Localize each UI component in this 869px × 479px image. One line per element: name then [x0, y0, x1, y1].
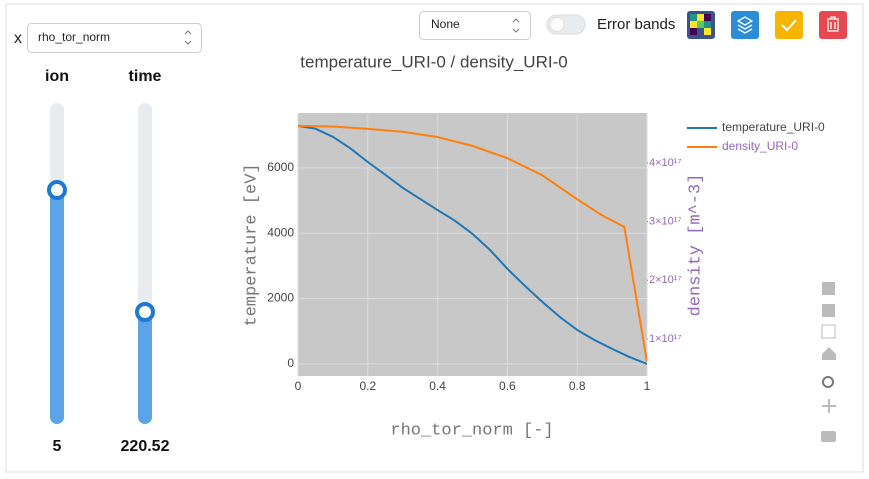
y2-tick-label: 1×10¹⁷	[649, 333, 681, 345]
y-tick-label: 2000	[267, 291, 294, 305]
slider-thumb[interactable]	[47, 180, 67, 200]
slider-fill	[138, 312, 152, 424]
zoom[interactable]	[822, 376, 834, 388]
reset[interactable]	[822, 347, 836, 360]
pan[interactable]	[822, 399, 836, 413]
autoscale[interactable]	[821, 324, 836, 339]
x-select-text: rho_tor_norm	[38, 30, 110, 44]
x-tick-label: 0.4	[429, 379, 446, 393]
zoom-in[interactable]	[822, 282, 835, 295]
slider-value: 220.52	[121, 438, 170, 455]
select-arrows	[512, 18, 520, 33]
x-tick-label: 0.2	[359, 379, 376, 393]
x-tick-label: 0.8	[569, 379, 586, 393]
plot-area	[298, 113, 647, 376]
slider-label: ion	[45, 68, 69, 85]
delete-button[interactable]	[819, 11, 847, 39]
x-select[interactable]	[27, 23, 202, 53]
slider-thumb[interactable]	[135, 302, 155, 322]
select-arrows	[184, 30, 192, 45]
x-tick-label: 1	[644, 379, 651, 393]
series-line	[298, 124, 647, 365]
slider-value: 5	[53, 438, 62, 455]
y2-tick-label: 4×10¹⁷	[649, 157, 681, 169]
check-button[interactable]	[775, 11, 803, 39]
x-tick-label: 0	[295, 379, 302, 393]
slider-fill	[50, 190, 64, 424]
dropdown-text: None	[431, 17, 460, 31]
zoom-out[interactable]	[822, 304, 835, 317]
dropdown[interactable]	[419, 11, 531, 40]
colormap-button[interactable]	[687, 11, 715, 39]
legend-label: temperature_URI-0	[722, 120, 825, 134]
slider-label: time	[129, 68, 162, 85]
series-line	[298, 124, 647, 363]
y-tick-label: 4000	[267, 225, 294, 239]
toggle-knob	[549, 17, 565, 32]
x-tick-label: 0.6	[499, 379, 516, 393]
y2-axis-label: density [m^-3]	[686, 174, 705, 317]
y-axis-label: temperature [eV]	[242, 163, 261, 326]
y2-tick-label: 3×10¹⁷	[649, 216, 681, 228]
layers-button[interactable]	[731, 11, 759, 39]
plot-lines	[298, 124, 647, 365]
camera[interactable]	[821, 431, 836, 442]
x-axis-label: rho_tor_norm [-]	[390, 421, 553, 440]
modebar	[821, 282, 836, 442]
error-bands-label: Error bands	[597, 16, 675, 33]
y-tick-label: 6000	[267, 160, 294, 174]
chart-title: temperature_URI-0 / density_URI-0	[300, 52, 567, 71]
y-tick-label: 0	[287, 356, 294, 370]
x-label: x	[14, 30, 22, 47]
y2-tick-label: 2×10¹⁷	[649, 274, 681, 286]
legend-label: density_URI-0	[722, 139, 798, 153]
